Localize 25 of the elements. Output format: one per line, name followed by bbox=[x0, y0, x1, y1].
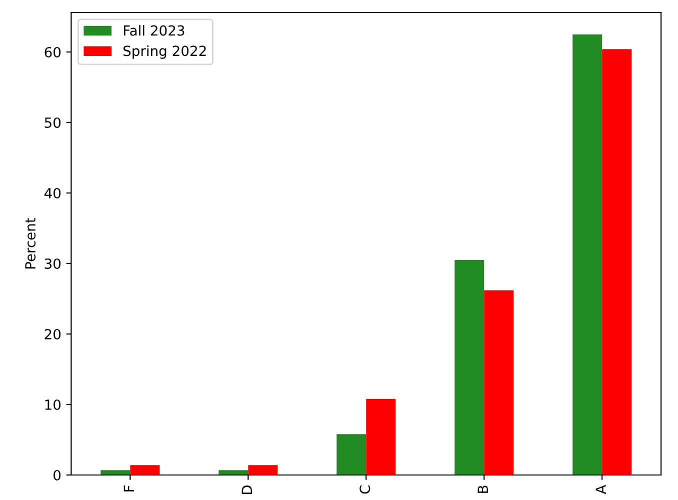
x-tick-label: A bbox=[596, 484, 606, 494]
bar bbox=[218, 470, 248, 475]
y-tick-label: 10 bbox=[45, 399, 61, 410]
y-axis-title: Percent bbox=[25, 218, 36, 269]
bar bbox=[484, 290, 514, 475]
y-tick-label: 60 bbox=[44, 46, 61, 58]
legend-label: Spring 2022 bbox=[123, 45, 206, 59]
bar bbox=[602, 49, 632, 475]
x-tick-label: D bbox=[242, 486, 252, 494]
x-tick-label: B bbox=[478, 486, 488, 493]
legend-label: Fall 2023 bbox=[124, 25, 184, 36]
y-tick-label: 0 bbox=[54, 470, 61, 480]
bar bbox=[336, 434, 366, 475]
bar bbox=[454, 260, 484, 475]
y-tick-label: 30 bbox=[44, 258, 61, 269]
bar bbox=[130, 465, 160, 475]
y-tick-label: 40 bbox=[44, 188, 61, 198]
y-tick-label: 20 bbox=[44, 328, 61, 340]
bar bbox=[572, 34, 602, 475]
x-tick-label: C bbox=[360, 485, 370, 494]
bar bbox=[366, 398, 396, 475]
y-tick-label: 50 bbox=[44, 117, 61, 128]
x-tick-label: F bbox=[124, 486, 134, 492]
bar bbox=[100, 470, 130, 475]
bar bbox=[248, 465, 278, 475]
